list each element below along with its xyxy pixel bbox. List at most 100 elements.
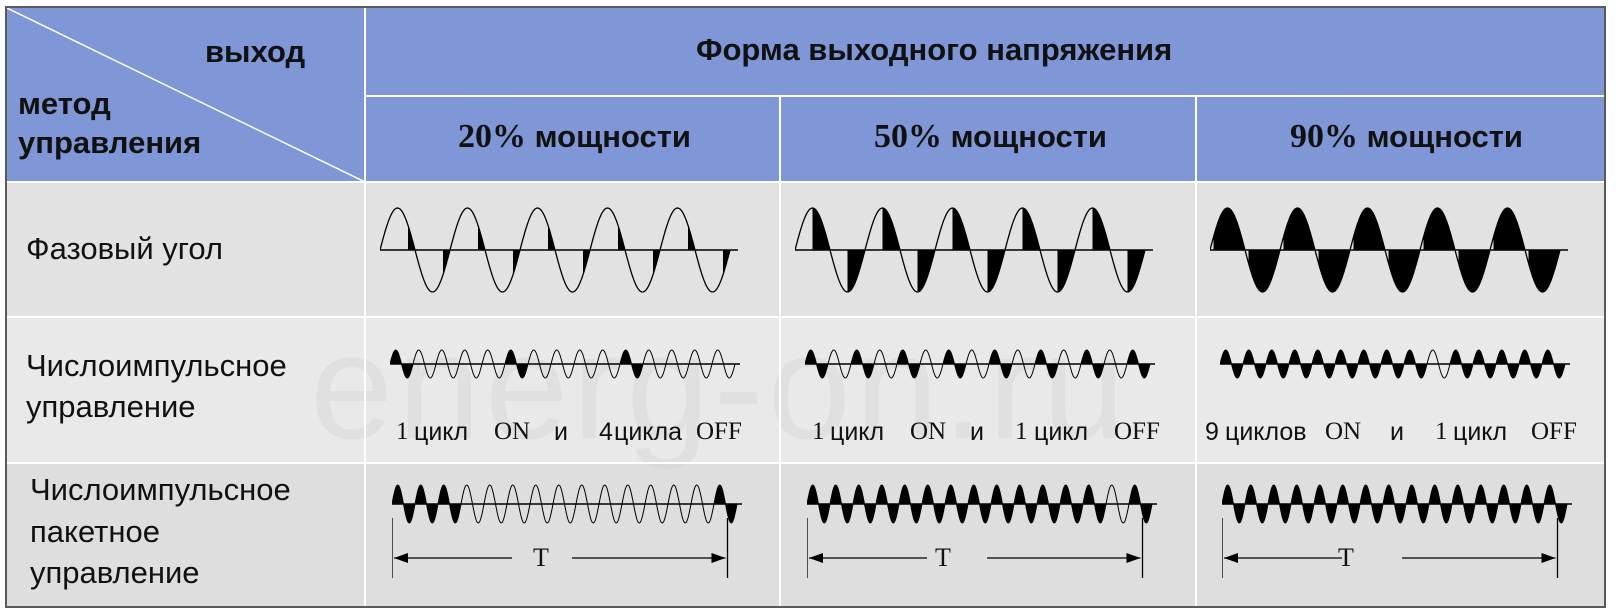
caption-cycles: цикл [1453, 418, 1508, 446]
conduction-region [1057, 250, 1075, 292]
caption-off: OFF [1531, 418, 1577, 445]
conduction-region [1353, 208, 1385, 250]
conduction-region [1022, 208, 1040, 250]
conduction-region [1423, 208, 1455, 250]
conduction-region [847, 250, 865, 292]
conduction-region [952, 208, 970, 250]
period-label-50: T [935, 543, 951, 572]
conduction-region [987, 250, 1005, 292]
grid-line [7, 316, 1604, 318]
sine-wave [390, 349, 736, 379]
burst-waveform-50 [807, 484, 1157, 578]
caption-count: 9 [1205, 418, 1219, 446]
conduction-region [1493, 208, 1525, 250]
column-pct: 90% [1290, 118, 1358, 155]
row-label-phase-angle: Фазовый угол [26, 231, 224, 266]
arrow-head [1224, 553, 1238, 563]
caption-count: 1 [396, 418, 409, 445]
sine-wave [1222, 484, 1568, 524]
caption-and: и [1390, 418, 1404, 446]
sine-wave [795, 207, 1146, 293]
column-header-50 [780, 96, 1196, 182]
grid-line [365, 95, 1604, 97]
row-label-burst-3: управление [30, 555, 200, 590]
pulse-waveform-20 [390, 349, 740, 379]
conduction-region [882, 208, 900, 250]
caption-and: и [554, 418, 568, 446]
sine-wave [807, 484, 1153, 524]
grid-line [7, 181, 1604, 183]
row-label-pulse-1: Числоимпульсное [26, 348, 287, 383]
row-label-burst-1: Числоимпульсное [30, 472, 291, 507]
conduction-region [1318, 250, 1350, 292]
column-label: мощности [534, 119, 691, 154]
caption-on: ON [1325, 418, 1362, 445]
grid-line [779, 96, 781, 606]
arrow-head [1126, 553, 1141, 563]
pulse-caption-20: 1 цикл ON и 4 цикла OFF [396, 418, 756, 450]
phase-waveform-90 [1210, 207, 1568, 293]
corner-method-label-2: управления [18, 125, 202, 160]
period-label-20: T [533, 543, 549, 572]
phase-waveform-50 [795, 207, 1153, 293]
arrow-head [809, 553, 823, 563]
grid-line [1195, 96, 1197, 606]
row-pulse-control [7, 317, 1604, 463]
column-pct: 20% [458, 118, 526, 155]
caption-count: 1 [812, 418, 825, 445]
period-label-90: T [1338, 543, 1354, 572]
arrow-head [1541, 553, 1556, 563]
caption-on: ON [910, 418, 947, 445]
phase-waveform-20 [380, 207, 738, 293]
conduction-region [1528, 250, 1560, 292]
pulse-caption-90: 9 циклов ON и 1 цикл OFF [1205, 418, 1595, 450]
pulse-waveform-50 [805, 349, 1155, 379]
arrow-head [711, 553, 726, 563]
caption-off: OFF [1114, 418, 1160, 445]
caption-cycles: цикл [414, 418, 469, 446]
row-label-burst-2: пакетное [30, 514, 160, 549]
corner-output-label: выход [205, 34, 306, 69]
conduction-region [812, 208, 830, 250]
grid-line [7, 462, 1604, 464]
conduction-region [1283, 208, 1315, 250]
grid-line [364, 8, 366, 606]
row-burst-control [7, 463, 1604, 606]
caption-count: 1 [1015, 418, 1028, 445]
column-header-20 [365, 96, 780, 182]
sine-wave [392, 484, 738, 524]
conduction-region [917, 250, 935, 292]
conduction-region [1248, 250, 1280, 292]
pulse-caption-50: 1 цикл ON и 1 цикл OFF [812, 418, 1172, 450]
caption-cycles: цикл [830, 418, 885, 446]
conduction-region [1213, 208, 1245, 250]
column-pct: 50% [874, 118, 942, 155]
caption-and: и [970, 418, 984, 446]
caption-cycles: цикл [1034, 418, 1089, 446]
column-title-90: 90% мощности [1290, 118, 1523, 156]
conduction-region [1458, 250, 1490, 292]
column-title-50: 50% мощности [874, 118, 1107, 156]
caption-cycles: цикла [614, 418, 682, 446]
column-label: мощности [1366, 119, 1523, 154]
caption-on: ON [494, 418, 531, 445]
conduction-region [1388, 250, 1420, 292]
burst-waveform-20 [392, 484, 742, 578]
sine-wave [1210, 207, 1561, 293]
column-header-90 [1196, 96, 1604, 182]
caption-cycles: циклов [1225, 418, 1307, 446]
sine-wave [805, 349, 1151, 379]
corner-method-label-1: метод [18, 86, 111, 121]
sine-wave [1220, 349, 1566, 379]
main-title-cell [365, 8, 1604, 96]
column-label: мощности [950, 119, 1107, 154]
conduction-region [1092, 208, 1110, 250]
burst-waveform-90 [1222, 484, 1572, 578]
caption-off: OFF [696, 418, 742, 445]
caption-count: 4 [599, 418, 613, 446]
main-title: Форма выходного напряжения [696, 32, 1173, 67]
column-title-20: 20% мощности [458, 118, 691, 156]
corner-diagonal [7, 8, 365, 182]
conduction-region [1127, 250, 1145, 292]
sine-wave [380, 207, 731, 293]
